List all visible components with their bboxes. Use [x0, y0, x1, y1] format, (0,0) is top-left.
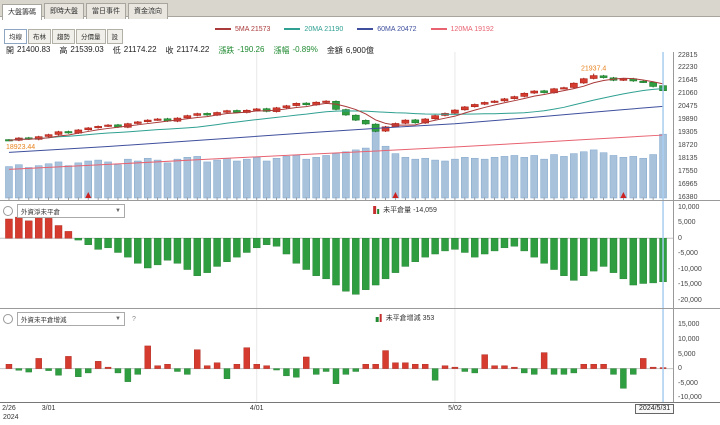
x-tick: 4/01 — [249, 405, 264, 412]
y-tick: 18720 — [678, 142, 698, 150]
crosshair-date-label: 2024/5/31 — [635, 404, 675, 414]
legend-line-swatch — [215, 28, 231, 30]
subtab-2[interactable]: 趨勢 — [52, 29, 75, 44]
subtab-4[interactable]: 設 — [106, 29, 123, 44]
date-axis: 2/26 3/01 4/01 5/02 2024 2024/5/31 — [0, 403, 720, 425]
legend-item-0: 5MA 21573 — [215, 26, 270, 33]
tab-3[interactable]: 資金流向 — [128, 3, 168, 19]
chart-subtabs: 均線 布林 趨勢 分價量設 — [4, 29, 123, 44]
y-tick: -5,000 — [678, 250, 698, 258]
y-tick: 20475 — [678, 102, 698, 110]
chevron-down-icon: ▼ — [115, 208, 121, 214]
net-oi-panel: 外資淨未平倉 ▼ 未平倉量 -14,059 10,000 5,000 0 -5,000… — [0, 201, 720, 309]
legend-item-1: 20MA 21190 — [284, 26, 343, 33]
x-axis-year: 2024 — [2, 414, 19, 421]
y-tick: 0 — [678, 365, 682, 373]
panel-settings-icon[interactable] — [3, 206, 13, 216]
y-tick: 18135 — [678, 155, 698, 163]
net-oi-header: 外資淨未平倉 ▼ — [3, 204, 125, 218]
x-tick: 5/02 — [448, 405, 462, 412]
price-panel: 21937.4 18923.44 22815 22230 21645 21060 2047… — [0, 52, 720, 201]
oi-change-indicator-label: 未平倉增減 353 — [385, 315, 435, 322]
legend-label: 120MA 19192 — [450, 25, 494, 33]
y-tick: 22815 — [678, 52, 698, 59]
legend-item-3: 120MA 19192 — [430, 25, 494, 33]
y-tick: 10,000 — [678, 336, 700, 344]
price-chart-plot[interactable]: 21937.4 18923.44 — [0, 52, 673, 200]
subtab-0[interactable]: 均線 — [4, 29, 27, 44]
oi-change-panel: 外資未平倉增減 ▼ ? 未平倉增減 353 15,000 10,000 5,000 0… — [0, 309, 720, 403]
oi-change-axis: 15,000 10,000 5,000 0 -5,000 -10,000 — [673, 309, 720, 402]
oi-change-plot[interactable] — [0, 309, 673, 402]
price-axis: 22815 22230 21645 21060 20475 19890 19305 18720… — [673, 52, 720, 202]
legend-item-2: 60MA 20472 — [357, 25, 417, 33]
y-tick: 15,000 — [678, 321, 700, 329]
subtab-3[interactable]: 分價量 — [76, 29, 106, 44]
ohlc-item-4: 漲跌 -190.26 — [218, 45, 265, 55]
ohlc-item-5: 漲幅 -0.89% — [273, 45, 318, 55]
ohlc-item-3: 收 21174.22 — [165, 45, 210, 55]
y-tick: 21060 — [678, 89, 698, 97]
ohlc-bar: 開 21400.83 高 21539.03 低 21174.22 收 21174.22 漲跌 -1… — [6, 45, 374, 56]
y-tick: 22230 — [678, 63, 698, 71]
y-tick: -10,000 — [678, 265, 702, 273]
y-tick: 16965 — [678, 181, 698, 189]
oi-change-selector[interactable]: 外資未平倉增減 ▼ — [17, 312, 125, 326]
y-tick: -15,000 — [678, 281, 702, 289]
y-tick: 21645 — [678, 76, 698, 84]
y-tick: -10,000 — [678, 394, 702, 402]
net-oi-axis: 10,000 5,000 0 -5,000 -10,000 -15,000 -20,000 — [673, 201, 720, 308]
tab-0[interactable]: 大盤籌碼 — [2, 4, 42, 20]
net-oi-selector[interactable]: 外資淨未平倉 ▼ — [17, 204, 125, 218]
legend-label: 20MA 21190 — [304, 25, 344, 33]
y-tick: -20,000 — [678, 296, 702, 304]
legend-label: 60MA 20472 — [377, 25, 417, 33]
tab-1[interactable]: 即時大盤 — [44, 3, 84, 19]
net-oi-indicator: 未平倉量 -14,059 — [373, 205, 437, 215]
net-oi-selector-label: 外資淨未平倉 — [21, 209, 60, 216]
legend-line-swatch — [357, 28, 374, 30]
ohlc-item-2: 低 21174.22 — [112, 45, 157, 55]
y-tick: 19890 — [678, 115, 698, 123]
y-tick: 17550 — [678, 168, 698, 176]
bar-legend-icon — [373, 206, 380, 214]
y-tick: 16380 — [678, 194, 698, 202]
bar-legend-icon — [375, 314, 382, 322]
x-tick: 2/26 — [2, 405, 16, 412]
ohlc-item-0: 開 21400.83 — [6, 45, 51, 55]
x-tick: 3/01 — [41, 405, 56, 412]
oi-change-selector-label: 外資未平倉增減 — [21, 317, 67, 324]
legend-line-swatch — [284, 28, 301, 30]
help-icon[interactable]: ? — [132, 315, 136, 323]
subtab-1[interactable]: 布林 — [28, 29, 51, 44]
y-tick: 0 — [678, 234, 682, 242]
ma-legend: 5MA 21573 20MA 21190 60MA 20472 120MA 19192 — [215, 24, 494, 34]
panel-settings-icon[interactable] — [3, 314, 13, 324]
ohlc-item-6: 金額 6,900億 — [326, 46, 374, 55]
net-oi-indicator-label: 未平倉量 -14,059 — [383, 207, 437, 214]
svg-text:18923.44: 18923.44 — [6, 144, 35, 151]
top-tabbar: 大盤籌碼 即時大盤 當日事件 資金流向 — [0, 0, 720, 20]
y-tick: 10,000 — [678, 203, 700, 211]
y-tick: 19305 — [678, 129, 698, 137]
svg-text:21937.4: 21937.4 — [581, 66, 606, 73]
legend-label: 5MA 21573 — [235, 25, 271, 33]
tab-2[interactable]: 當日事件 — [86, 3, 126, 19]
chevron-down-icon: ▼ — [115, 316, 121, 322]
net-oi-plot[interactable] — [0, 201, 673, 308]
legend-line-swatch — [430, 28, 447, 30]
oi-change-indicator: 未平倉增減 353 — [375, 313, 435, 323]
oi-change-header: 外資未平倉增減 ▼ ? — [3, 312, 136, 326]
y-tick: 5,000 — [678, 219, 696, 227]
ohlc-item-1: 高 21539.03 — [59, 45, 104, 55]
y-tick: -5,000 — [678, 379, 698, 387]
y-tick: 5,000 — [678, 350, 696, 358]
